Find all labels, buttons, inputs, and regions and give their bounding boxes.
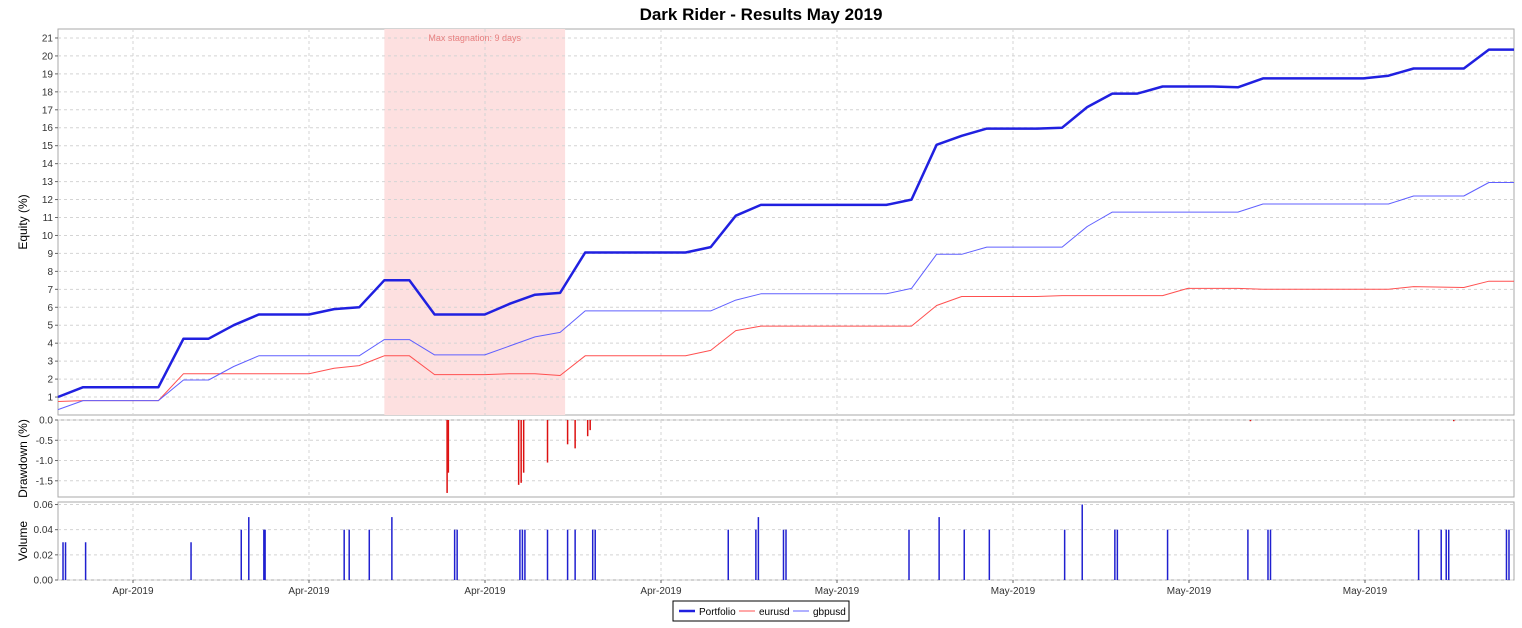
volume-ytick-label-1: 0.02 — [34, 550, 54, 561]
x-tick-label-7: May-2019 — [1343, 586, 1388, 597]
series-line-eurusd — [57, 280, 1514, 402]
x-tick-label-3: Apr-2019 — [640, 586, 682, 597]
drawdown-ytick-label-2: -1.0 — [36, 456, 54, 467]
equity-ytick-label-9: 10 — [42, 231, 54, 242]
chart-title: Dark Rider - Results May 2019 — [640, 5, 883, 24]
legend-label-eurusd: eurusd — [759, 607, 790, 618]
stagnation-label: Max stagnation: 9 days — [428, 33, 521, 43]
volume-ytick-label-2: 0.04 — [34, 525, 54, 536]
equity-ytick-label-3: 4 — [47, 339, 53, 350]
equity-ytick-label-6: 7 — [47, 285, 53, 296]
equity-panel: 123456789101112131415161718192021Equity … — [16, 28, 1515, 416]
equity-ytick-label-20: 21 — [42, 33, 54, 44]
series-line-Portfolio — [57, 48, 1514, 399]
equity-ylabel: Equity (%) — [16, 194, 30, 249]
equity-ytick-label-5: 6 — [47, 303, 53, 314]
series-line-gbpusd — [57, 182, 1514, 411]
equity-ytick-label-8: 9 — [47, 249, 53, 260]
equity-ytick-label-1: 2 — [47, 375, 53, 386]
equity-ytick-label-19: 20 — [42, 51, 54, 62]
drawdown-panel: 0.0 -0.5 -1.0 -1.5 Drawdown (%) — [16, 416, 1515, 498]
equity-plot-area — [57, 28, 1515, 416]
equity-ytick-label-11: 12 — [42, 195, 54, 206]
equity-ytick-label-14: 15 — [42, 141, 54, 152]
x-tick-label-6: May-2019 — [1167, 586, 1212, 597]
equity-ytick-label-4: 5 — [47, 321, 53, 332]
equity-ytick-label-7: 8 — [47, 267, 53, 278]
drawdown-ylabel: Drawdown (%) — [16, 419, 30, 498]
equity-ytick-label-12: 13 — [42, 177, 54, 188]
drawdown-ytick-label-3: -1.5 — [36, 476, 54, 487]
drawdown-ytick-label-1: -0.5 — [36, 436, 54, 447]
volume-ylabel: Volume — [16, 521, 30, 561]
volume-panel: 0.00 0.02 0.04 0.06 Volume — [16, 500, 1515, 587]
equity-ytick-label-10: 11 — [43, 213, 54, 224]
legend-label-Portfolio: Portfolio — [699, 607, 736, 618]
drawdown-plot-area — [57, 419, 1515, 498]
equity-ytick-label-17: 18 — [42, 87, 54, 98]
legend-box — [672, 600, 850, 622]
x-tick-label-5: May-2019 — [991, 586, 1036, 597]
volume-ytick-label-0: 0.00 — [34, 576, 54, 587]
equity-ytick-label-13: 14 — [42, 159, 54, 170]
volume-ytick-label-3: 0.06 — [34, 500, 54, 511]
x-tick-label-0: Apr-2019 — [112, 586, 154, 597]
equity-ytick-label-15: 16 — [42, 123, 54, 134]
x-tick-label-4: May-2019 — [815, 586, 860, 597]
drawdown-ytick-label-0: 0.0 — [39, 416, 53, 427]
equity-ytick-label-16: 17 — [42, 105, 54, 116]
equity-ytick-label-0: 1 — [47, 393, 53, 404]
legend-label-gbpusd: gbpusd — [813, 607, 846, 618]
equity-ytick-label-2: 3 — [47, 357, 53, 368]
equity-ytick-label-18: 19 — [42, 69, 54, 80]
x-tick-label-1: Apr-2019 — [288, 586, 330, 597]
legend: Portfolio eurusd gbpusd — [672, 600, 850, 622]
x-axis: Apr-2019 Apr-2019 Apr-2019 Apr-2019 May-2019… — [112, 580, 1388, 597]
stagnation-band — [384, 29, 566, 415]
x-tick-label-2: Apr-2019 — [464, 586, 506, 597]
